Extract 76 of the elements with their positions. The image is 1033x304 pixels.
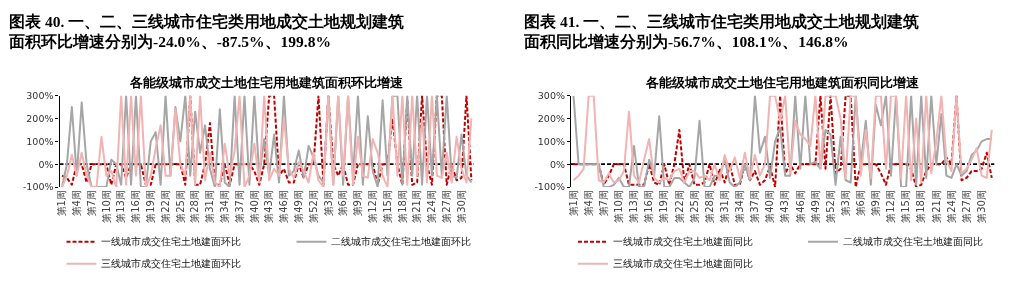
- x-tick-label: 第4周: [582, 190, 594, 217]
- x-tick-label: 第34周: [734, 190, 746, 223]
- x-tick-label: 第27周: [440, 190, 452, 223]
- x-tick-label: 第15周: [381, 190, 393, 223]
- x-tick-label: 第15周: [900, 190, 912, 223]
- y-tick-label: -100%: [22, 181, 54, 193]
- x-tick-label: 第46周: [278, 190, 290, 223]
- x-tick-label: 第22周: [673, 190, 685, 223]
- chart-title: 图表 40. 一、二、三线城市住宅类用地成交土地规划建筑面积环比增速分别为-24.0%、-87.5%、199.8%: [8, 12, 405, 51]
- y-tick-label: 200%: [537, 112, 566, 124]
- x-tick-label: 第1周: [56, 190, 68, 217]
- x-tick-label: 第19周: [658, 190, 670, 223]
- x-tick-label: 第16周: [130, 190, 142, 223]
- y-tick-label: 100%: [537, 135, 566, 147]
- x-tick-label: 第6周: [855, 190, 867, 217]
- chart-subtitle: 各能级城市成交土地住宅用地建筑面积环比增速: [129, 75, 404, 90]
- x-tick-label: 第16周: [643, 190, 655, 223]
- y-tick-label: 200%: [26, 112, 54, 124]
- x-tick-label: 第27周: [960, 190, 972, 223]
- x-tick-label: 第37周: [233, 190, 245, 223]
- x-tick-label: 第49周: [292, 190, 304, 223]
- x-tick-label: 第25周: [174, 190, 186, 223]
- x-tick-label: 第10周: [100, 190, 112, 223]
- x-tick-label: 第21周: [930, 190, 942, 223]
- x-tick-label: 第43周: [263, 190, 275, 223]
- x-tick-label: 第3周: [322, 190, 334, 217]
- y-tick-label: 0%: [549, 158, 566, 170]
- legend-label: 三线城市成交住宅土地建面同比: [612, 258, 753, 270]
- x-tick-label: 第46周: [794, 190, 806, 223]
- x-tick-label: 第9周: [870, 190, 882, 217]
- y-tick-label: -100%: [534, 181, 566, 193]
- legend-label: 三线城市成交住宅土地建面环比: [101, 258, 242, 270]
- x-tick-label: 第10周: [613, 190, 625, 223]
- y-tick-label: 300%: [537, 89, 566, 101]
- x-tick-label: 第49周: [809, 190, 821, 223]
- x-tick-label: 第28周: [703, 190, 715, 223]
- x-tick-label: 第52周: [307, 190, 319, 223]
- x-tick-label: 第4周: [71, 190, 83, 217]
- x-tick-label: 第18周: [396, 190, 408, 223]
- x-tick-label: 第30周: [975, 190, 987, 223]
- x-tick-label: 第1周: [567, 190, 579, 217]
- x-tick-label: 第40周: [248, 190, 260, 223]
- legend-label: 一线城市成交住宅土地建面环比: [101, 236, 242, 248]
- y-tick-label: 100%: [26, 135, 54, 147]
- x-tick-label: 第13周: [628, 190, 640, 223]
- x-tick-label: 第7周: [85, 190, 97, 217]
- x-tick-label: 第12周: [885, 190, 897, 223]
- legend-label: 一线城市成交住宅土地建面同比: [612, 236, 753, 248]
- x-tick-label: 第6周: [337, 190, 349, 217]
- x-tick-label: 第22周: [159, 190, 171, 223]
- x-tick-label: 第13周: [115, 190, 127, 223]
- legend-label: 二线城市成交住宅土地建面环比: [331, 236, 472, 248]
- x-tick-label: 第12周: [366, 190, 378, 223]
- x-tick-label: 第40周: [764, 190, 776, 223]
- x-tick-label: 第24周: [426, 190, 438, 223]
- x-tick-label: 第7周: [598, 190, 610, 217]
- x-tick-label: 第25周: [688, 190, 700, 223]
- x-tick-label: 第21周: [411, 190, 423, 223]
- x-tick-label: 第30周: [455, 190, 467, 223]
- x-tick-label: 第37周: [749, 190, 761, 223]
- x-tick-label: 第9周: [352, 190, 364, 217]
- x-tick-label: 第34周: [219, 190, 230, 223]
- y-tick-label: 0%: [38, 158, 54, 170]
- legend-label: 二线城市成交住宅土地建面同比: [842, 236, 983, 248]
- x-tick-label: 第3周: [839, 190, 851, 217]
- chart-subtitle: 各能级城市成交土地住宅用地建筑面积同比增速: [645, 75, 920, 90]
- x-tick-label: 第24周: [945, 190, 957, 223]
- x-tick-label: 第31周: [718, 190, 730, 223]
- x-tick-label: 第19周: [145, 190, 157, 223]
- chart-title: 图表 41. 一、二、三线城市住宅类用地成交土地规划建筑面积同比增速分别为-56.7%、108.1%、146.8%: [523, 12, 920, 51]
- x-tick-label: 第28周: [189, 190, 201, 223]
- x-tick-label: 第52周: [824, 190, 836, 223]
- x-tick-label: 第31周: [204, 190, 216, 223]
- x-tick-label: 第18周: [915, 190, 927, 223]
- x-tick-label: 第43周: [779, 190, 791, 223]
- y-tick-label: 300%: [26, 89, 54, 101]
